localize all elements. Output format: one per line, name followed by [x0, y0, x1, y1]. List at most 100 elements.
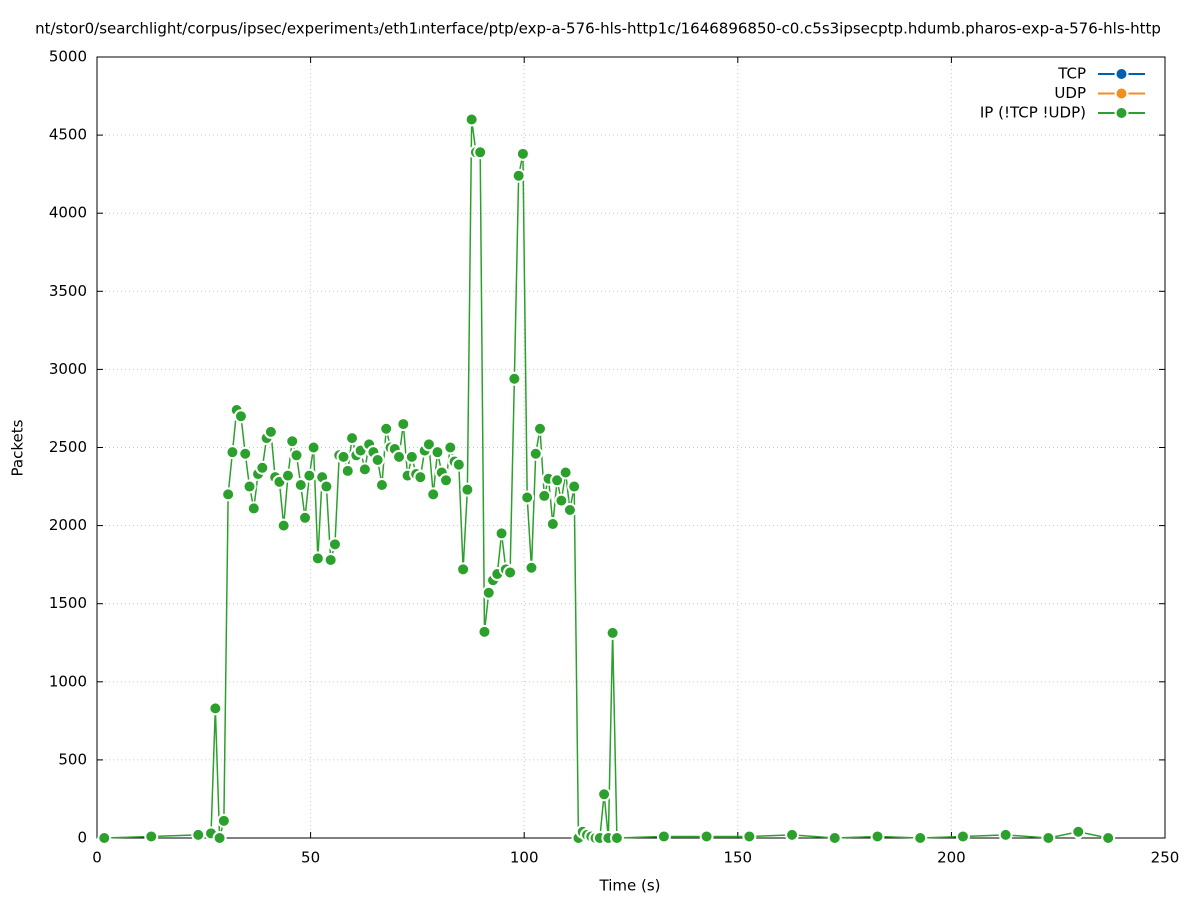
x-axis-label: Time (s) [599, 877, 661, 895]
y-tick-label: 2000 [49, 516, 87, 534]
data-point [464, 112, 479, 127]
data-point [263, 424, 278, 439]
y-tick-label: 4500 [49, 126, 87, 144]
data-point [293, 477, 308, 492]
legend-label: TCP [1057, 65, 1086, 83]
data-point [533, 421, 548, 436]
data-point [255, 460, 270, 475]
data-point [216, 813, 231, 828]
data-point [430, 445, 445, 460]
data-point [656, 829, 671, 844]
x-tick-label: 150 [723, 849, 752, 867]
y-axis-label: Packets [9, 419, 27, 476]
data-point [319, 479, 334, 494]
data-point [507, 371, 522, 386]
data-point [379, 421, 394, 436]
data-point [742, 829, 757, 844]
data-point [481, 585, 496, 600]
data-point [392, 449, 407, 464]
data-point [537, 488, 552, 503]
y-tick-label: 1000 [49, 672, 87, 690]
data-point [289, 448, 304, 463]
data-point [144, 829, 159, 844]
data-point [515, 146, 530, 161]
data-point [357, 462, 372, 477]
y-tick-label: 0 [77, 829, 87, 847]
data-point [233, 409, 248, 424]
chart-title: nt/stor0/searchlight/corpus/ipsec/experi… [35, 20, 1161, 38]
data-point [494, 526, 509, 541]
data-point [477, 624, 492, 639]
y-tick-label: 2500 [49, 438, 87, 456]
data-point [327, 537, 342, 552]
data-point [426, 487, 441, 502]
data-point [503, 565, 518, 580]
data-point [242, 479, 257, 494]
data-point [451, 457, 466, 472]
legend-marker [1114, 67, 1129, 81]
y-tick-label: 500 [58, 750, 87, 768]
data-point [306, 440, 321, 455]
data-point [785, 827, 800, 842]
data-point [473, 145, 488, 160]
data-point [191, 827, 206, 842]
data-point [298, 510, 313, 525]
data-point [562, 502, 577, 517]
data-point [998, 827, 1013, 842]
data-point [609, 831, 624, 845]
data-point [913, 831, 928, 845]
data-point [310, 551, 325, 566]
data-point [323, 552, 338, 567]
y-tick-label: 4000 [49, 204, 87, 222]
data-point [567, 479, 582, 494]
data-point [545, 517, 560, 532]
data-point [404, 449, 419, 464]
x-tick-label: 250 [1151, 849, 1180, 867]
data-point [554, 493, 569, 508]
data-point [370, 452, 385, 467]
data-point [413, 470, 428, 485]
data-point [1101, 831, 1116, 845]
legend-label: UDP [1054, 84, 1086, 102]
y-tick-label: 3500 [49, 282, 87, 300]
legend-label: IP (!TCP !UDP) [980, 104, 1086, 122]
data-point [827, 831, 842, 845]
data-point [336, 449, 351, 464]
x-tick-label: 100 [510, 849, 539, 867]
data-point [97, 831, 112, 845]
y-tick-label: 1500 [49, 594, 87, 612]
data-point [285, 434, 300, 449]
data-point [280, 468, 295, 483]
x-tick-label: 50 [301, 849, 320, 867]
data-point [443, 440, 458, 455]
data-point [374, 477, 389, 492]
data-point [225, 445, 240, 460]
data-point [955, 829, 970, 844]
legend-marker [1114, 86, 1129, 101]
data-point [340, 463, 355, 478]
data-point [396, 417, 411, 432]
data-point [550, 473, 565, 488]
data-point [212, 831, 227, 845]
data-point [208, 701, 223, 716]
data-point [597, 787, 612, 802]
data-point [345, 431, 360, 446]
data-point [528, 446, 543, 461]
data-point [460, 482, 475, 497]
y-tick-label: 5000 [49, 48, 87, 66]
legend-marker [1114, 106, 1129, 120]
data-point [870, 829, 885, 844]
data-point [699, 829, 714, 844]
data-point [246, 501, 261, 516]
x-tick-label: 0 [92, 849, 102, 867]
data-point [276, 518, 291, 533]
data-point [456, 562, 471, 577]
data-point [238, 446, 253, 461]
data-point [524, 560, 539, 575]
x-tick-label: 200 [937, 849, 966, 867]
data-point [605, 625, 620, 640]
data-point [511, 168, 526, 183]
data-point [221, 487, 236, 502]
data-point [302, 468, 317, 483]
